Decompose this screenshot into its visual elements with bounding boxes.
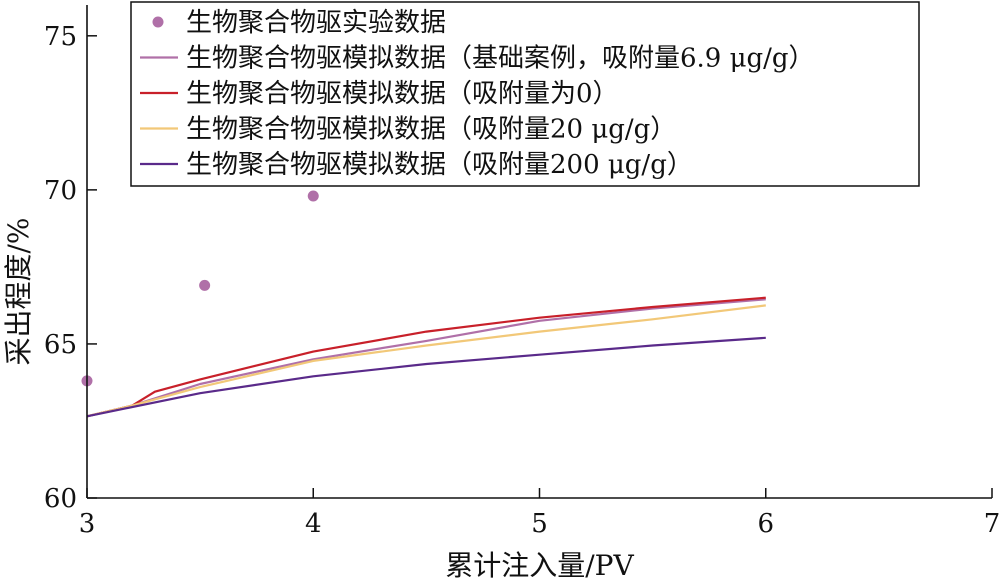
legend-label: 生物聚合物驱实验数据 [186, 8, 446, 38]
ticks: 3 4 5 6 7 60 65 70 75 [44, 22, 1000, 539]
legend-box [130, 1, 920, 187]
data-point [199, 279, 211, 291]
y-tick-label: 60 [44, 484, 77, 514]
series-line-2 [86, 296, 766, 418]
legend-label: 生物聚合物驱模拟数据（吸附量为0） [186, 79, 619, 109]
x-tick-label: 6 [757, 509, 774, 539]
y-tick-label: 70 [44, 176, 77, 206]
legend-label: 生物聚合物驱模拟数据（吸附量200 μg/g） [186, 150, 693, 180]
plot-area [81, 156, 772, 418]
y-tick-label: 65 [44, 330, 77, 360]
x-tick-label: 4 [305, 509, 322, 539]
legend-label: 生物聚合物驱模拟数据（基础案例，吸附量6.9 μg/g） [186, 44, 815, 74]
series-line-4 [86, 336, 766, 418]
x-tick-label: 3 [79, 509, 96, 539]
x-tick-label: 7 [984, 509, 1000, 539]
y-axis-title: 采出程度/% [2, 217, 35, 365]
legend-marker [152, 16, 164, 28]
x-axis-title: 累计注入量/PV [445, 549, 634, 582]
x-tick-label: 5 [531, 509, 548, 539]
series-line-3 [86, 304, 766, 418]
data-point [307, 190, 319, 202]
y-tick-label: 75 [44, 22, 77, 52]
legend-label: 生物聚合物驱模拟数据（吸附量20 μg/g） [186, 115, 676, 145]
